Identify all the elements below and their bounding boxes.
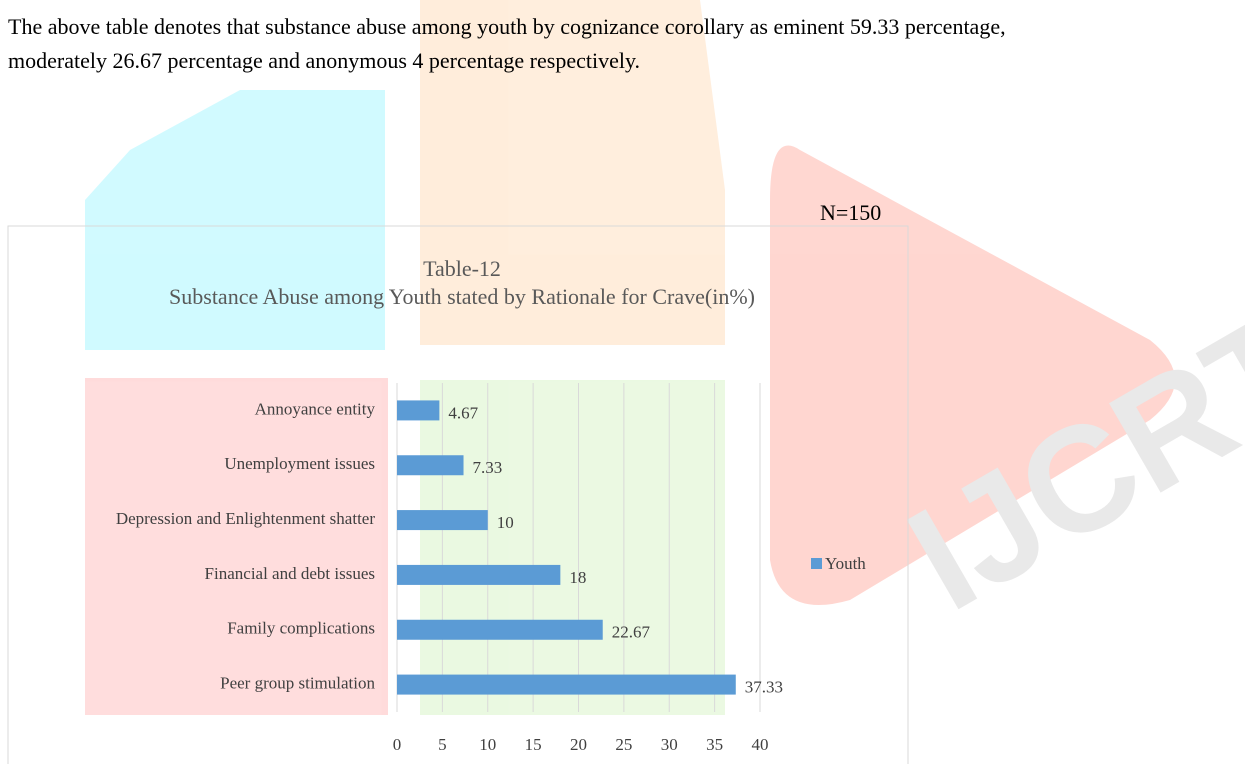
x-tick-label: 20 <box>570 735 587 754</box>
x-tick-label: 5 <box>438 735 447 754</box>
bar <box>397 510 488 531</box>
legend-swatch <box>811 558 822 569</box>
value-label: 37.33 <box>745 677 783 696</box>
bar <box>397 619 603 640</box>
title: Table-12 <box>423 256 501 281</box>
x-tick-label: 0 <box>393 735 402 754</box>
value-label: 22.67 <box>612 623 651 642</box>
value-label: 7.33 <box>473 458 503 477</box>
x-tick-label: 10 <box>479 735 496 754</box>
y-tick-label: Family complications <box>227 619 375 638</box>
x-tick-label: 15 <box>525 735 542 754</box>
y-tick-label: Peer group stimulation <box>220 673 375 692</box>
x-tick-label: 30 <box>661 735 678 754</box>
bar <box>397 400 440 421</box>
x-tick-label: 40 <box>752 735 769 754</box>
y-tick-label: Financial and debt issues <box>205 564 375 583</box>
bar <box>397 455 464 476</box>
chart-border <box>7 225 909 764</box>
x-tick-label: 25 <box>615 735 632 754</box>
sample-size: N=150 <box>820 200 882 225</box>
watermark: IJCRT <box>85 0 1245 715</box>
x-tick-label: 35 <box>706 735 723 754</box>
bar <box>397 564 561 585</box>
y-tick-label: Unemployment issues <box>224 454 375 473</box>
paragraph: The above table denotes that substance a… <box>8 14 1006 73</box>
value-label: 10 <box>497 513 514 532</box>
subtitle: Substance Abuse among Youth stated by Ra… <box>169 284 755 309</box>
chart-title: Table-12 Substance Abuse among Youth stat… <box>137 255 787 311</box>
bar <box>397 674 736 695</box>
value-label: 4.67 <box>448 403 478 422</box>
legend-label: Youth <box>825 554 866 573</box>
y-tick-label: Depression and Enlightenment shatter <box>116 509 376 528</box>
y-tick-label: Annoyance entity <box>255 399 376 418</box>
value-label: 18 <box>569 568 586 587</box>
